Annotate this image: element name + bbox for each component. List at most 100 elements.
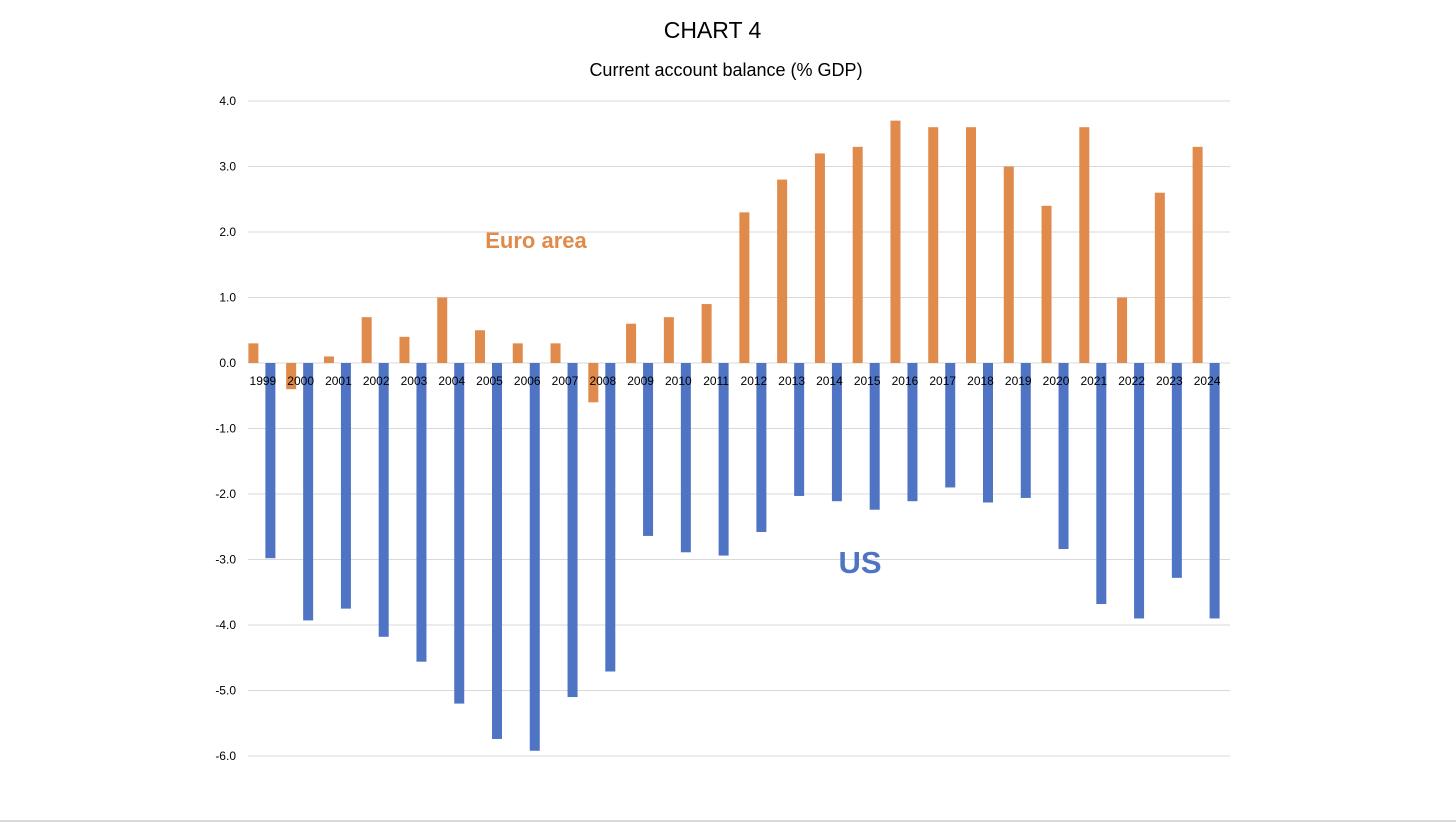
y-tick-label: 0.0 [219, 356, 236, 370]
bar-us-2021 [1096, 363, 1107, 605]
x-tick-label: 2007 [552, 374, 579, 388]
bar-euro-area-1999 [248, 343, 259, 363]
bar-us-1999 [265, 363, 276, 559]
x-tick-label: 2021 [1080, 374, 1107, 388]
y-tick-label: 2.0 [219, 225, 236, 239]
x-tick-label: 2014 [816, 374, 843, 388]
x-tick-label: 2018 [967, 374, 994, 388]
annotation-us: US [838, 545, 881, 580]
y-tick-label: -4.0 [215, 618, 236, 632]
bar-euro-area-2005 [475, 330, 485, 363]
bar-euro-area-2013 [777, 179, 788, 363]
bar-us-2006 [529, 363, 540, 751]
bar-us-2000 [303, 363, 314, 621]
x-tick-label: 2002 [363, 374, 390, 388]
bar-us-2009 [643, 363, 654, 536]
bar-us-2003 [416, 363, 427, 662]
annotations: Euro area US [485, 228, 881, 580]
bar-us-2014 [831, 363, 842, 502]
bar-euro-area-2006 [512, 343, 523, 363]
x-tick-label: 2017 [929, 374, 956, 388]
x-tick-label: 2010 [665, 374, 692, 388]
bar-euro-area-2009 [626, 323, 637, 363]
bar-us-2008 [605, 363, 616, 672]
x-tick-label: 2016 [892, 374, 919, 388]
bar-euro-area-2002 [361, 317, 372, 363]
x-tick-label: 2000 [287, 374, 314, 388]
x-tick-label: 2003 [401, 374, 428, 388]
x-tick-label: 2005 [476, 374, 503, 388]
y-tick-label: 4.0 [219, 94, 236, 108]
bar-us-2016 [907, 363, 918, 502]
x-tick-label: 2015 [854, 374, 881, 388]
x-tick-label: 2019 [1005, 374, 1032, 388]
bar-euro-area-2010 [663, 317, 674, 363]
chart-title: CHART 4 [663, 17, 762, 43]
bar-us-2020 [1058, 363, 1069, 550]
x-tick-label: 2001 [325, 374, 352, 388]
bar-euro-area-2016 [890, 120, 901, 364]
bar-us-2010 [680, 363, 691, 553]
x-tick-label: 2013 [778, 374, 805, 388]
x-tick-label: 2024 [1194, 374, 1221, 388]
bar-euro-area-2022 [1117, 297, 1128, 363]
x-tick-label: 2004 [438, 374, 465, 388]
bar-euro-area-2019 [1003, 166, 1014, 363]
bar-us-2023 [1171, 363, 1182, 578]
y-axis-ticks: 4.0 3.0 2.0 1.0 0.0 -1.0 -2.0 -3.0 -4.0 -5.0 -6.0 [215, 94, 236, 763]
bar-euro-area-2024 [1192, 146, 1203, 363]
y-tick-label: 3.0 [219, 160, 236, 174]
x-tick-label: 2020 [1043, 374, 1070, 388]
x-tick-label: 2006 [514, 374, 541, 388]
bar-us-2013 [794, 363, 805, 496]
bar-us-2015 [869, 363, 880, 510]
x-tick-label: 2011 [703, 374, 729, 388]
bottom-divider [0, 820, 1456, 822]
bar-us-2001 [340, 363, 351, 609]
bar-us-2005 [492, 363, 502, 739]
y-tick-label: -1.0 [215, 422, 236, 436]
bar-us-2022 [1134, 363, 1145, 619]
bar-us-2019 [1020, 363, 1031, 498]
x-tick-label: 2008 [589, 374, 616, 388]
bar-euro-area-2012 [739, 212, 750, 363]
bar-euro-area-2000 [286, 363, 297, 390]
bar-us-2024 [1209, 363, 1220, 619]
bar-euro-area-2021 [1079, 127, 1090, 363]
y-tick-label: -6.0 [215, 749, 236, 763]
x-axis-ticks: 1999 2000 2001 2002 2003 2004 2005 2006 2007 2008… [250, 374, 1221, 388]
bar-us-2007 [567, 363, 578, 698]
gridlines [248, 100, 1230, 757]
bar-euro-area-2003 [399, 336, 410, 363]
bar-euro-area-2004 [437, 297, 448, 363]
bar-us-2017 [945, 363, 956, 488]
x-tick-label: 2012 [741, 374, 768, 388]
x-tick-label: 1999 [250, 374, 277, 388]
bar-us-2011 [718, 363, 729, 556]
bars [248, 120, 1220, 751]
bar-euro-area-2017 [928, 127, 939, 363]
bar-euro-area-2020 [1041, 205, 1052, 363]
bar-euro-area-2015 [852, 146, 863, 363]
y-tick-label: -5.0 [215, 684, 236, 698]
chart-subtitle: Current account balance (% GDP) [589, 60, 863, 80]
bar-euro-area-2018 [966, 127, 976, 363]
y-tick-label: -3.0 [215, 553, 236, 567]
bar-euro-area-2014 [814, 153, 825, 363]
y-tick-label: -2.0 [215, 487, 236, 501]
x-tick-label: 2022 [1118, 374, 1145, 388]
bar-us-2002 [378, 363, 389, 637]
bar-euro-area-2008 [588, 363, 599, 403]
bar-euro-area-2007 [550, 343, 561, 363]
annotation-euro-area: Euro area [485, 228, 587, 253]
bar-euro-area-2011 [701, 304, 712, 363]
bar-us-2018 [983, 363, 993, 503]
x-tick-label: 2023 [1156, 374, 1183, 388]
bar-euro-area-2001 [323, 356, 334, 363]
x-tick-label: 2009 [627, 374, 654, 388]
bar-us-2004 [454, 363, 465, 704]
bar-euro-area-2023 [1154, 192, 1165, 363]
bar-us-2012 [756, 363, 767, 532]
y-tick-label: 1.0 [219, 291, 236, 305]
